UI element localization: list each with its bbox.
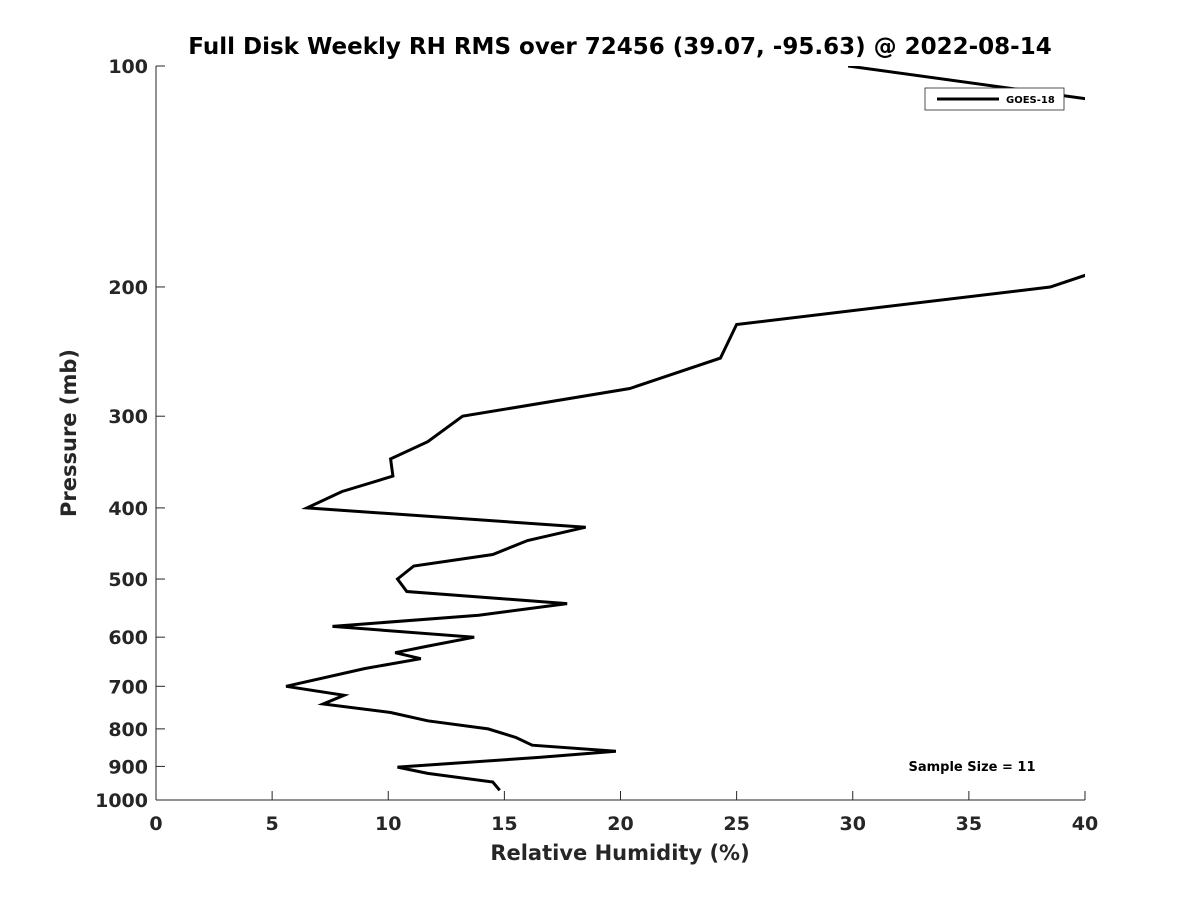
plot-area [285, 66, 1085, 792]
y-tick-label: 300 [108, 406, 148, 428]
y-tick-label: 600 [108, 627, 148, 649]
x-tick-label: 15 [491, 813, 517, 835]
x-tick-label: 5 [266, 813, 279, 835]
x-axis-label: Relative Humidity (%) [490, 841, 749, 865]
y-tick-label: 700 [108, 676, 148, 698]
x-tick-label: 40 [1072, 813, 1098, 835]
legend: GOES-18 [924, 87, 1065, 111]
y-tick-label: 500 [108, 569, 148, 591]
x-tick-label: 0 [149, 813, 162, 835]
y-tick-label: 400 [108, 498, 148, 520]
y-tick-label: 100 [108, 56, 148, 78]
legend-label-goes-18: GOES-18 [1006, 95, 1055, 106]
x-tick-label: 10 [375, 813, 401, 835]
y-axis-ticks: 100 200 300 400 500 600 700 800 900 1000 [95, 56, 165, 812]
y-axis-label: Pressure (mb) [57, 349, 81, 517]
y-tick-label: 800 [108, 719, 148, 741]
x-tick-label: 30 [840, 813, 866, 835]
x-tick-label: 35 [956, 813, 982, 835]
x-tick-label: 25 [723, 813, 749, 835]
sample-size-annotation: Sample Size = 11 [908, 760, 1035, 775]
x-tick-label: 20 [607, 813, 633, 835]
y-tick-label: 200 [108, 277, 148, 299]
x-axis-ticks: 0 5 10 15 20 25 30 35 40 [149, 791, 1098, 835]
chart-title: Full Disk Weekly RH RMS over 72456 (39.0… [188, 34, 1051, 60]
series-line-goes-18 [285, 66, 1085, 792]
y-tick-label: 1000 [95, 790, 148, 812]
y-tick-label: 900 [108, 756, 148, 778]
